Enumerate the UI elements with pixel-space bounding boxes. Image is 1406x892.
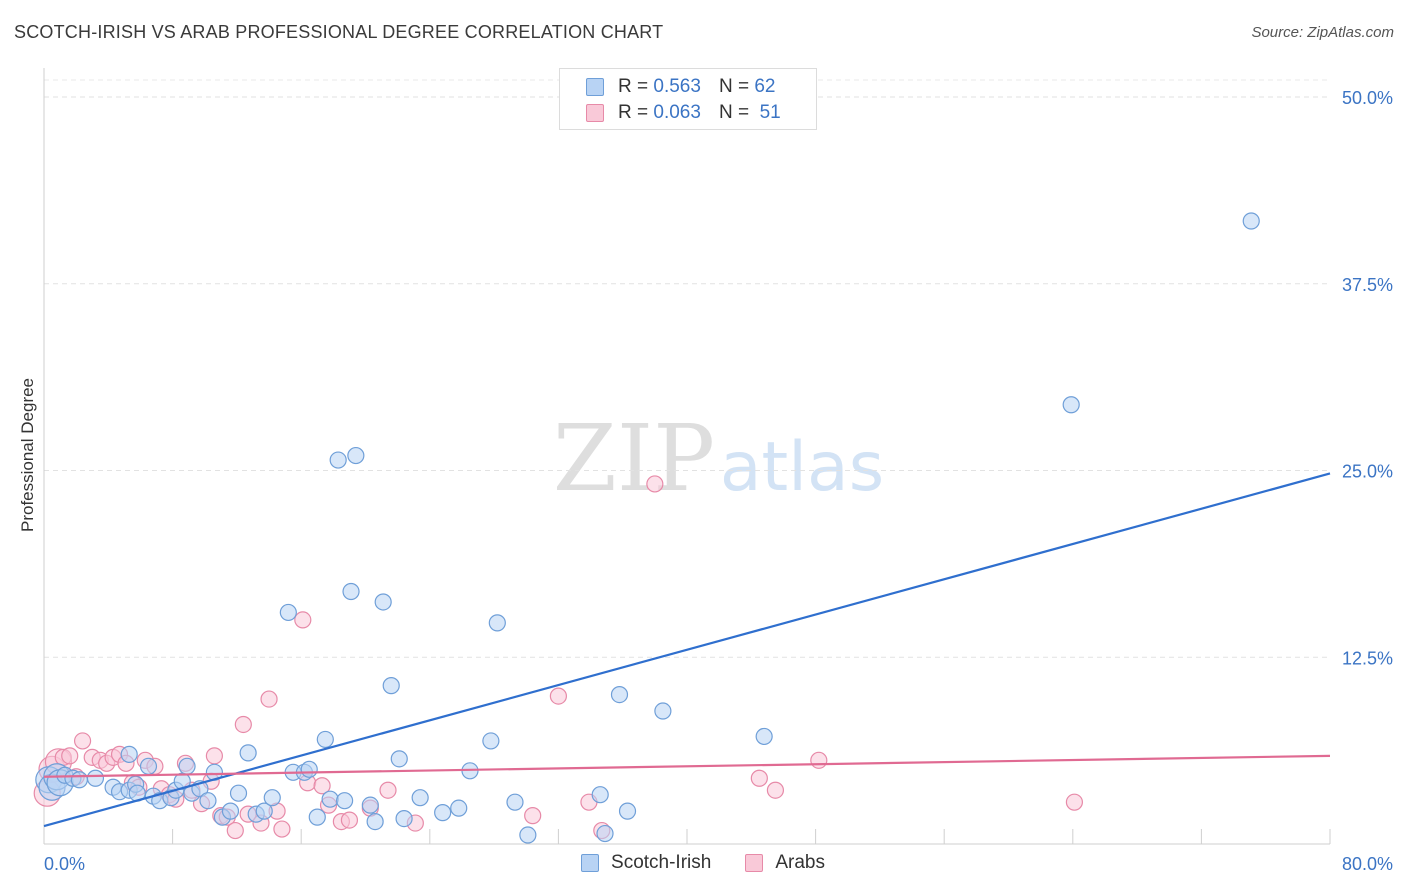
legend-item-scotch-irish: Scotch-Irish [581, 852, 711, 874]
arabs-point [260, 690, 278, 708]
scotch-irish-point [199, 792, 217, 810]
y-tick-label: 37.5% [1342, 275, 1393, 295]
arabs-point [294, 611, 312, 629]
n-value: 62 [754, 76, 776, 97]
arabs-point [524, 807, 542, 825]
scotch-irish-point [390, 750, 408, 768]
grid-lines [44, 79, 1330, 658]
scotch-irish-point [596, 824, 614, 843]
trend-lines [43, 472, 1331, 828]
arabs-point [379, 781, 397, 799]
arabs-point [226, 821, 244, 840]
scotch-irish-point [506, 793, 524, 811]
scotch-irish-point [342, 582, 360, 601]
axes [43, 68, 1331, 845]
arabs-point [750, 769, 768, 787]
arabs-point [340, 811, 359, 829]
scotch-irish-point [519, 826, 537, 844]
legend-swatch-blue [581, 854, 600, 872]
scotch-irish-point [382, 677, 400, 695]
legend-swatch-pink [745, 854, 764, 872]
scotch-irish-point [300, 760, 318, 778]
scotch-irish-point [361, 796, 379, 814]
scotch-irish-point [308, 808, 326, 826]
tick-labels: 12.5% 25.0% 37.5% 50.0% 0.0% 80.0% [44, 88, 1393, 874]
legend-swatch-pink [586, 104, 604, 122]
y-tick-label: 25.0% [1342, 462, 1393, 482]
legend-row-arabs: R = 0.063 N = 51 [586, 100, 781, 126]
scotch-irish-point [755, 727, 773, 746]
scotch-irish-point [221, 802, 240, 820]
scotch-irish-point [591, 786, 609, 804]
x-tick-label-min: 0.0% [44, 854, 85, 874]
scotch-irish-point [434, 804, 452, 822]
legend-label-arabs: Arabs [775, 852, 825, 873]
scotch-irish-point [488, 614, 506, 632]
arabs-point [61, 747, 79, 765]
arabs-point [766, 781, 785, 799]
scotch-irish-point [482, 732, 500, 750]
scotch-irish-trend-line [43, 472, 1331, 828]
stats-legend: R = 0.563 N = 62 R = 0.063 N = 51 [559, 68, 817, 130]
scotch-irish-point [321, 790, 339, 808]
scotch-irish-point [239, 744, 257, 762]
scotch-irish-point [347, 446, 365, 465]
r-value: 0.563 [653, 76, 701, 97]
scotch-irish-point [618, 802, 637, 820]
watermark: ZIP atlas [553, 405, 884, 512]
scotch-irish-point [450, 799, 468, 817]
scotch-irish-point [1242, 212, 1260, 230]
y-tick-label: 12.5% [1342, 648, 1393, 668]
scotch-irish-point [366, 812, 384, 831]
scotch-irish-point [374, 593, 392, 611]
arabs-point [234, 715, 252, 734]
n-value: 51 [759, 102, 781, 123]
scotch-irish-point [411, 789, 429, 807]
arabs-point [205, 747, 223, 765]
y-tick-label: 50.0% [1342, 88, 1393, 108]
scotch-irish-point [70, 771, 88, 789]
legend-swatch-blue [586, 78, 604, 96]
arabs-point [646, 475, 664, 493]
arabs-point [273, 820, 291, 838]
watermark-zip: ZIP [553, 405, 715, 512]
x-tick-label-max: 80.0% [1342, 854, 1393, 874]
scotch-irish-point [263, 789, 281, 807]
scotch-irish-point [395, 810, 413, 828]
scotch-irish-point [279, 603, 297, 622]
scotch-irish-point [120, 745, 138, 763]
arabs-point [810, 751, 828, 769]
scotch-irish-point [229, 784, 248, 802]
scotch-irish-point [329, 451, 347, 469]
source-credit: Source: ZipAtlas.com [1251, 24, 1394, 41]
scotch-irish-point [178, 757, 196, 775]
legend-row-scotch-irish: R = 0.563 N = 62 [586, 74, 775, 100]
arabs-point [313, 777, 331, 795]
chart-title: SCOTCH-IRISH VS ARAB PROFESSIONAL DEGREE… [14, 22, 664, 42]
r-value: 0.063 [653, 102, 701, 123]
r-label: R = [618, 76, 649, 97]
scotch-irish-point [336, 792, 354, 810]
scotch-irish-point [316, 730, 334, 749]
arabs-trend-line [43, 754, 1331, 778]
scotch-irish-point [255, 802, 273, 820]
legend-label-scotch-irish: Scotch-Irish [611, 852, 712, 873]
r-label: R = [618, 102, 649, 123]
arabs-point [1065, 793, 1084, 811]
n-label: N = [718, 76, 750, 97]
n-label: N = [718, 102, 750, 123]
scotch-irish-point [610, 685, 629, 704]
scotch-irish-point [139, 757, 158, 775]
watermark-atlas: atlas [720, 428, 884, 507]
arabs-point [73, 732, 92, 750]
scotch-irish-point [86, 769, 105, 787]
scotch-irish-point [654, 702, 672, 720]
series-legend: Scotch-Irish Arabs [0, 852, 1406, 874]
scotch-irish-point [1062, 396, 1080, 414]
scotch-irish-points [35, 212, 1260, 844]
legend-item-arabs: Arabs [745, 852, 825, 874]
arabs-point [549, 687, 568, 705]
